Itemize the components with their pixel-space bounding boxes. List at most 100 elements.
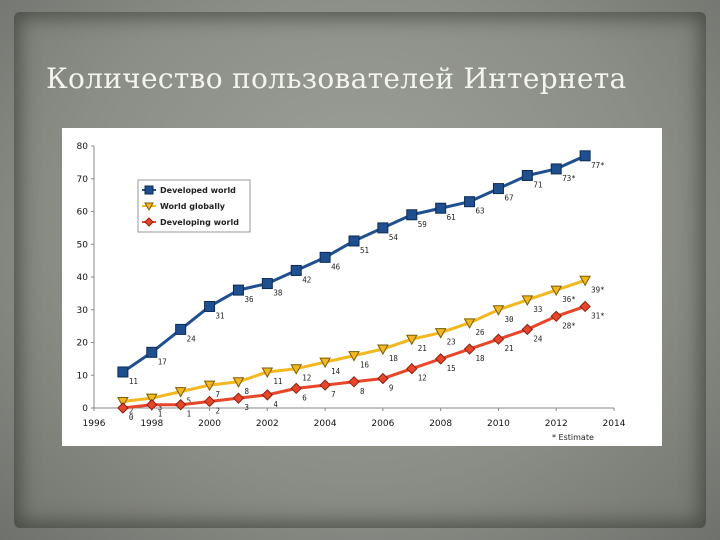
data-point-triangle	[232, 377, 245, 388]
data-label: 2	[216, 406, 221, 415]
data-point-square	[175, 323, 187, 335]
data-point-square	[232, 284, 244, 296]
data-point-triangle	[290, 364, 303, 375]
data-label: 77*	[591, 161, 605, 170]
data-label: 63	[476, 207, 485, 216]
data-label: 26	[476, 328, 486, 337]
data-label: 1	[187, 410, 192, 419]
data-point-square	[550, 163, 562, 175]
data-label: 11	[129, 377, 138, 386]
legend-box	[137, 179, 251, 233]
data-point-diamond	[434, 353, 447, 365]
data-point-triangle	[348, 351, 360, 362]
data-label: 33	[533, 305, 542, 314]
y-tick-label: 80	[77, 142, 89, 152]
data-point-square	[435, 202, 447, 214]
data-label: 9	[389, 384, 394, 393]
x-tick-label: 2004	[314, 419, 337, 429]
data-point-square	[261, 278, 273, 290]
data-point-square	[464, 196, 476, 208]
data-label: 59	[418, 220, 427, 229]
data-label: 15	[447, 364, 456, 373]
data-point-diamond	[146, 399, 158, 411]
y-tick-label: 70	[77, 175, 89, 185]
data-point-triangle	[174, 387, 187, 398]
data-label: 17	[158, 357, 167, 366]
data-label: 11	[273, 377, 282, 386]
y-tick-label: 20	[77, 339, 89, 349]
data-label: 6	[302, 393, 307, 402]
data-point-triangle	[492, 305, 505, 316]
y-tick-label: 60	[77, 208, 89, 218]
x-tick-label: 2006	[371, 419, 394, 429]
data-point-square	[521, 169, 533, 181]
data-label: 12	[302, 374, 311, 383]
data-point-triangle	[261, 367, 274, 379]
data-point-triangle	[319, 357, 331, 369]
legend-label: World globally	[160, 202, 226, 211]
data-point-triangle	[434, 328, 447, 339]
data-point-square	[117, 366, 129, 378]
y-tick-label: 30	[77, 306, 89, 316]
data-point-square	[348, 235, 360, 247]
data-point-square	[319, 251, 331, 263]
data-point-triangle	[405, 334, 418, 346]
data-label: 18	[389, 354, 399, 363]
footnote-estimate: * Estimate	[552, 433, 594, 442]
data-label: 8	[244, 387, 249, 396]
data-point-diamond	[406, 362, 418, 375]
data-point-square	[406, 209, 418, 221]
data-label: 8	[360, 387, 365, 396]
x-tick-label: 2008	[429, 419, 452, 429]
data-label: 21	[418, 344, 427, 353]
data-point-triangle	[579, 275, 591, 287]
data-label: 7	[216, 390, 221, 399]
legend-label: Developed world	[160, 186, 236, 195]
data-point-diamond	[463, 343, 476, 355]
y-tick-label: 40	[77, 273, 89, 283]
data-point-diamond	[377, 372, 389, 385]
y-tick-label: 50	[77, 240, 89, 250]
data-label: 39*	[591, 285, 605, 294]
data-label: 3	[158, 403, 163, 412]
data-label: 7	[331, 390, 336, 399]
data-point-diamond	[117, 402, 129, 414]
data-label: 24	[533, 334, 543, 343]
x-tick-label: 2000	[198, 419, 221, 429]
data-point-square	[146, 346, 158, 358]
y-tick-label: 0	[82, 404, 88, 414]
data-point-triangle	[117, 396, 129, 408]
data-point-triangle	[377, 344, 389, 356]
data-label: 61	[447, 213, 456, 222]
data-label: 4	[273, 400, 278, 409]
data-point-diamond	[319, 379, 331, 391]
data-label: 67	[504, 194, 513, 203]
chart-area: 0 10 20 30 40 50 60 70 80 1996 1998 2000 2002 2004 200…	[62, 128, 662, 446]
data-point-diamond	[261, 389, 274, 401]
data-point-square	[290, 264, 302, 276]
data-point-diamond	[579, 300, 591, 313]
data-label: 31	[216, 311, 225, 320]
data-label: 30	[504, 315, 514, 324]
data-label: 73*	[562, 174, 576, 183]
data-point-diamond	[232, 392, 245, 404]
y-tick-label: 10	[77, 371, 89, 381]
data-label: 2	[129, 406, 134, 415]
data-point-square	[377, 222, 389, 234]
data-label: 14	[331, 367, 341, 376]
data-point-square	[579, 150, 591, 162]
data-label: 36*	[562, 295, 576, 304]
data-point-diamond	[492, 333, 505, 345]
data-label: 54	[389, 233, 399, 242]
legend-marker-diamond	[144, 217, 154, 227]
data-point-triangle	[521, 295, 534, 306]
data-label: 3	[244, 403, 249, 412]
data-point-diamond	[521, 323, 534, 336]
data-point-square	[492, 183, 504, 195]
x-tick-label: 2012	[545, 419, 568, 429]
data-label: 42	[302, 275, 311, 284]
data-label: 12	[418, 374, 427, 383]
data-label: 31*	[591, 311, 605, 320]
